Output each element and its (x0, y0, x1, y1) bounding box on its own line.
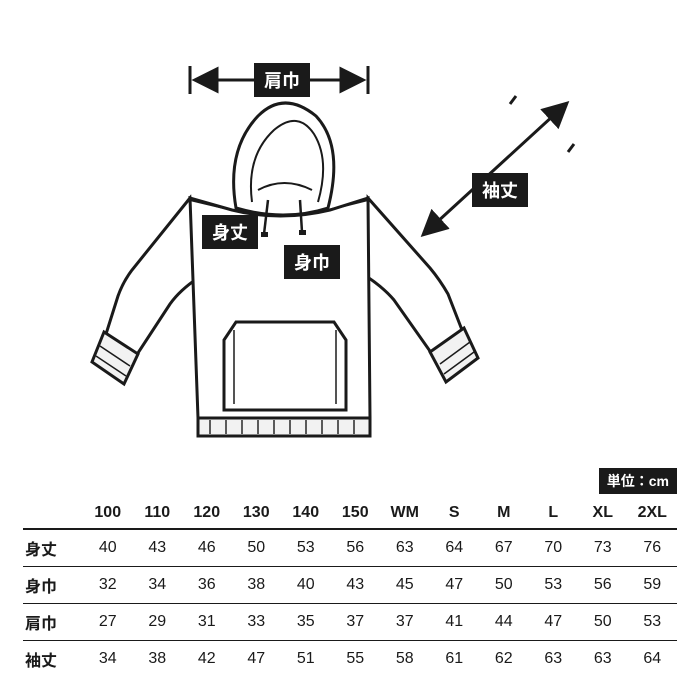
cell: 44 (479, 604, 529, 641)
table-row: 袖丈343842475155586162636364 (23, 641, 677, 678)
cell: 50 (578, 604, 628, 641)
cell: 70 (529, 529, 579, 567)
unit-label: 単位：cm (599, 468, 677, 494)
cell: 51 (281, 641, 331, 678)
cell: 67 (479, 529, 529, 567)
cell: 43 (133, 529, 183, 567)
cell: 34 (133, 567, 183, 604)
cell: 46 (182, 529, 232, 567)
cell: 56 (331, 529, 381, 567)
cell: 40 (83, 529, 133, 567)
cell: 37 (331, 604, 381, 641)
size-header: 2XL (628, 498, 678, 529)
size-header: 100 (83, 498, 133, 529)
table-row: 身巾323436384043454750535659 (23, 567, 677, 604)
cell: 34 (83, 641, 133, 678)
label-chest: 身巾 (284, 245, 340, 279)
size-header: 110 (133, 498, 183, 529)
size-header: XL (578, 498, 628, 529)
cell: 76 (628, 529, 678, 567)
cell: 61 (430, 641, 480, 678)
label-length: 身丈 (202, 215, 258, 249)
cell: 50 (232, 529, 282, 567)
cell: 63 (380, 529, 430, 567)
cell: 64 (628, 641, 678, 678)
cell: 47 (232, 641, 282, 678)
cell: 62 (479, 641, 529, 678)
cell: 40 (281, 567, 331, 604)
cell: 56 (578, 567, 628, 604)
cell: 53 (628, 604, 678, 641)
size-header: 150 (331, 498, 381, 529)
cell: 27 (83, 604, 133, 641)
cell: 29 (133, 604, 183, 641)
cell: 31 (182, 604, 232, 641)
size-header: 120 (182, 498, 232, 529)
cell: 63 (529, 641, 579, 678)
cell: 47 (430, 567, 480, 604)
cell: 43 (331, 567, 381, 604)
size-header: L (529, 498, 579, 529)
cell: 38 (133, 641, 183, 678)
cell: 45 (380, 567, 430, 604)
cell: 47 (529, 604, 579, 641)
row-label: 身巾 (23, 567, 83, 604)
cell: 35 (281, 604, 331, 641)
size-header: M (479, 498, 529, 529)
cell: 50 (479, 567, 529, 604)
table-row: 身丈404346505356636467707376 (23, 529, 677, 567)
cell: 53 (281, 529, 331, 567)
size-header: WM (380, 498, 430, 529)
cell: 59 (628, 567, 678, 604)
label-sleeve: 袖丈 (472, 173, 528, 207)
cell: 42 (182, 641, 232, 678)
cell: 53 (529, 567, 579, 604)
cell: 63 (578, 641, 628, 678)
cell: 58 (380, 641, 430, 678)
label-shoulder: 肩巾 (254, 63, 310, 97)
cell: 73 (578, 529, 628, 567)
cell: 33 (232, 604, 282, 641)
row-label: 身丈 (23, 529, 83, 567)
table-row: 肩巾272931333537374144475053 (23, 604, 677, 641)
size-table: 100110120130140150WMSMLXL2XL 身丈404346505… (23, 498, 677, 677)
size-header: 140 (281, 498, 331, 529)
size-header: S (430, 498, 480, 529)
cell: 55 (331, 641, 381, 678)
cell: 36 (182, 567, 232, 604)
cell: 32 (83, 567, 133, 604)
row-label: 袖丈 (23, 641, 83, 678)
size-header: 130 (232, 498, 282, 529)
cell: 41 (430, 604, 480, 641)
cell: 64 (430, 529, 480, 567)
hoodie-diagram (0, 0, 700, 470)
row-label: 肩巾 (23, 604, 83, 641)
cell: 37 (380, 604, 430, 641)
cell: 38 (232, 567, 282, 604)
